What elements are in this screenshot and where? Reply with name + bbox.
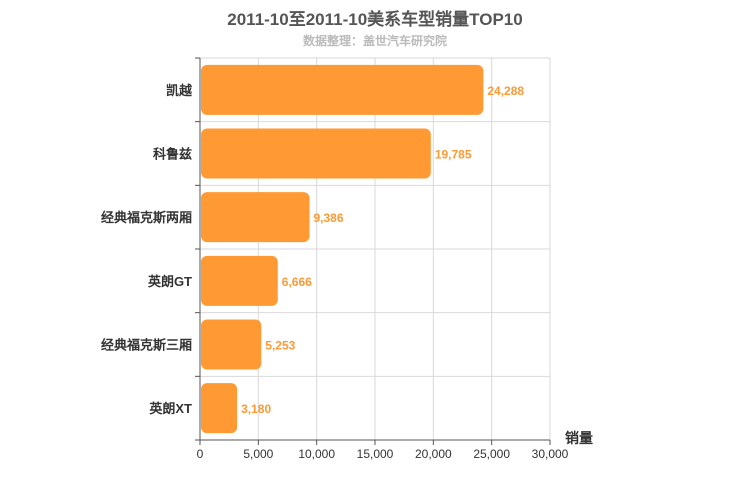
axes-group: 0 5,000 10,000 15,000 20,000 25,000 30,000 <box>195 57 569 461</box>
grid-lines <box>200 57 551 441</box>
category-label: 英朗XT <box>148 401 192 416</box>
category-label: 英朗GT <box>147 274 192 289</box>
bar[interactable] <box>201 255 278 306</box>
chart-subtitle: 数据整理：盖世汽车研究院 <box>302 34 447 48</box>
bar[interactable] <box>201 128 431 179</box>
chart-title: 2011-10至2011-10美系车型销量TOP10 <box>227 10 523 29</box>
data-label: 5,253 <box>265 339 295 353</box>
category-label: 经典福克斯两厢 <box>101 210 192 225</box>
x-tick-label: 10,000 <box>298 447 335 461</box>
category-label: 科鲁兹 <box>153 147 192 162</box>
x-tick-label: 20,000 <box>415 447 452 461</box>
data-label: 19,785 <box>435 148 472 162</box>
x-tick-label: 15,000 <box>357 447 394 461</box>
bars-group <box>201 64 484 434</box>
data-label: 24,288 <box>487 84 524 98</box>
bar[interactable] <box>201 64 484 115</box>
x-tick-label: 30,000 <box>532 447 569 461</box>
category-label: 凯越 <box>166 83 193 98</box>
labels-group: 凯越 24,288 科鲁兹 19,785 经典福克斯两厢 9,386 英朗GT 6,666 经典… <box>101 83 524 416</box>
x-axis-title: 销量 <box>565 430 593 446</box>
data-label: 3,180 <box>241 402 271 416</box>
data-label: 6,666 <box>282 275 312 289</box>
category-label: 经典福克斯三厢 <box>101 338 192 353</box>
x-tick-label: 5,000 <box>243 447 273 461</box>
x-tick-label: 25,000 <box>473 447 510 461</box>
bar[interactable] <box>201 319 262 370</box>
data-label: 9,386 <box>314 211 344 225</box>
bar[interactable] <box>201 192 310 243</box>
bar[interactable] <box>201 383 238 434</box>
x-tick-label: 0 <box>197 447 204 461</box>
